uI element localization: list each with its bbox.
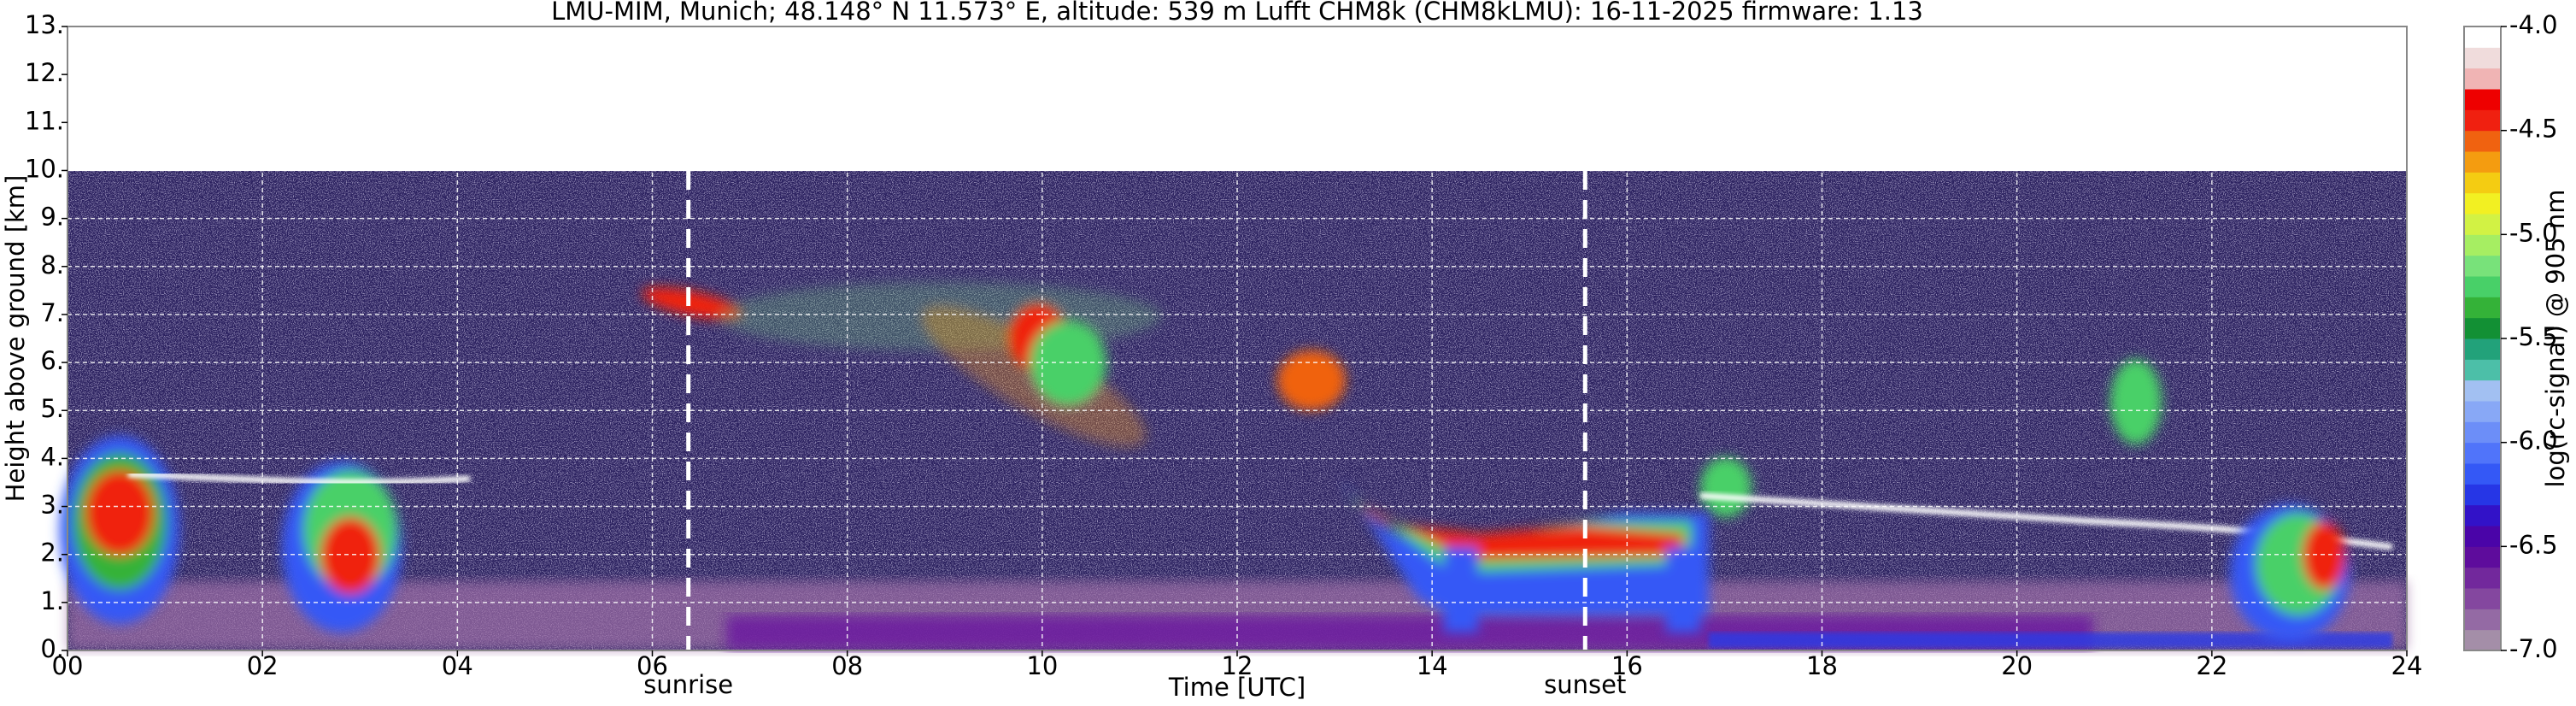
x-tick-label: 16 bbox=[1611, 651, 1643, 680]
colorbar-segment bbox=[2464, 255, 2501, 277]
cloud-low-morning bbox=[60, 436, 402, 632]
y-tick-label: 9. bbox=[40, 203, 64, 232]
x-tick-label: 24 bbox=[2391, 651, 2423, 680]
x-tick-label: 18 bbox=[1806, 651, 1838, 680]
colorbar-tick-label: -5.0 bbox=[2509, 218, 2558, 247]
cloud-afternoon bbox=[1341, 479, 1709, 632]
y-tick-label: 8. bbox=[40, 250, 64, 279]
colorbar-segment bbox=[2464, 47, 2501, 69]
x-tick-label: 06 bbox=[637, 651, 668, 680]
colorbar-tick-label: -5.5 bbox=[2509, 322, 2558, 351]
colorbar-tick-label: -4.0 bbox=[2509, 10, 2558, 39]
annotation-label: sunset bbox=[1544, 670, 1626, 699]
colorbar-segment bbox=[2464, 192, 2501, 215]
x-tick-label: 04 bbox=[442, 651, 473, 680]
colorbar-segment bbox=[2464, 629, 2501, 651]
colorbar-segment bbox=[2464, 317, 2501, 339]
colorbar-segment bbox=[2464, 546, 2501, 568]
colorbar-segment bbox=[2464, 214, 2501, 235]
colorbar-segment bbox=[2464, 504, 2501, 527]
y-tick-label: 1. bbox=[40, 586, 64, 615]
colorbar-segment bbox=[2464, 89, 2501, 110]
colorbar-segment bbox=[2464, 526, 2501, 547]
colorbar-segment bbox=[2464, 338, 2501, 360]
ground-layer bbox=[1709, 632, 2392, 648]
colorbar-segment bbox=[2464, 297, 2501, 319]
colorbar-segment bbox=[2464, 401, 2501, 422]
colorbar-segment bbox=[2464, 68, 2501, 90]
cloud-layer bbox=[127, 471, 471, 485]
colorbar-segment bbox=[2464, 109, 2501, 132]
y-axis-label: Height above ground [km] bbox=[1, 175, 30, 503]
colorbar-segment bbox=[2464, 379, 2501, 402]
colorbar-segment bbox=[2464, 359, 2501, 381]
colorbar-segment bbox=[2464, 234, 2501, 256]
y-tick-label: 3. bbox=[40, 491, 64, 520]
y-tick-label: 5. bbox=[40, 394, 64, 423]
colorbar-segment bbox=[2464, 151, 2501, 173]
annotation-label: sunrise bbox=[643, 670, 733, 699]
y-tick-label: 12. bbox=[25, 58, 64, 87]
colorbar-segment bbox=[2464, 130, 2501, 152]
y-tick-label: 11. bbox=[25, 106, 64, 135]
cloud-late bbox=[2230, 504, 2350, 641]
colorbar-tick-label: -6.5 bbox=[2509, 530, 2558, 559]
colorbar-tick-label: -6.0 bbox=[2509, 427, 2558, 456]
x-tick-label: 14 bbox=[1417, 651, 1448, 680]
annotations: sunrise sunset bbox=[643, 171, 1626, 699]
colorbar-segment bbox=[2464, 567, 2501, 589]
colorbar-segment bbox=[2464, 172, 2501, 194]
colorbar-tick-label: -4.5 bbox=[2509, 115, 2558, 144]
colorbar-segment bbox=[2464, 276, 2501, 297]
colorbar-segment bbox=[2464, 463, 2501, 485]
y-tick-label: 0. bbox=[40, 634, 64, 663]
y-tick-label: 6. bbox=[40, 346, 64, 375]
colorbar-segment bbox=[2464, 421, 2501, 444]
x-tick-label: 22 bbox=[2196, 651, 2227, 680]
cloud-elevated bbox=[642, 282, 2162, 517]
y-tick-label: 13. bbox=[25, 10, 64, 39]
colorbar-segment bbox=[2464, 609, 2501, 631]
x-tick-label: 08 bbox=[831, 651, 863, 680]
y-tick-label: 2. bbox=[40, 538, 64, 568]
chart-title: LMU-MIM, Munich; 48.148° N 11.573° E, al… bbox=[551, 0, 1923, 26]
x-tick-label: 00 bbox=[52, 651, 84, 680]
colorbar-segment bbox=[2464, 588, 2501, 609]
x-axis-label: Time [UTC] bbox=[1168, 673, 1306, 702]
x-tick-label: 10 bbox=[1026, 651, 1058, 680]
x-tick-label: 02 bbox=[247, 651, 279, 680]
x-tick-label: 12 bbox=[1222, 651, 1253, 680]
colorbar-segment bbox=[2464, 26, 2501, 48]
colorbar-segment bbox=[2464, 442, 2501, 464]
colorbar-segment bbox=[2464, 484, 2501, 506]
colorbar-label: log(rc-signal) @ 905 nm bbox=[2541, 190, 2570, 488]
y-tick-label: 7. bbox=[40, 298, 64, 327]
y-tick-label: 10. bbox=[25, 154, 64, 183]
colorbar bbox=[2464, 26, 2501, 651]
x-tick-label: 20 bbox=[2001, 651, 2033, 680]
y-tick-label: 4. bbox=[40, 442, 64, 471]
colorbar-tick-label: -7.0 bbox=[2509, 634, 2558, 663]
